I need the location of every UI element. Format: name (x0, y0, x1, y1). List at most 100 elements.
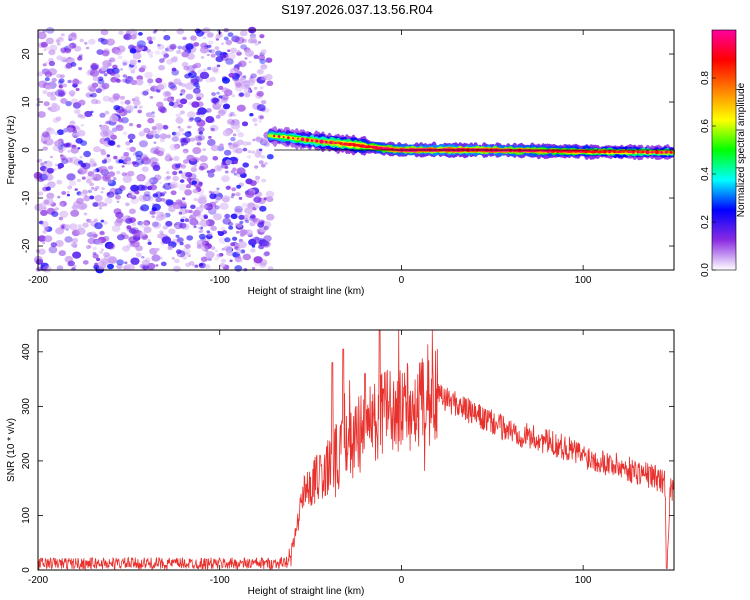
noise-blob (91, 62, 96, 67)
noise-blob (155, 247, 160, 252)
noise-blob (181, 83, 187, 88)
noise-blob (103, 158, 108, 162)
noise-blob (253, 256, 263, 264)
noise-blob (159, 133, 168, 140)
noise-blob (80, 162, 87, 168)
ridge-peak (645, 150, 650, 155)
noise-blob (198, 126, 205, 133)
noise-blob (260, 49, 267, 54)
noise-blob (53, 168, 57, 171)
noise-blob (258, 226, 267, 233)
noise-blob (69, 223, 78, 231)
noise-blob (50, 242, 57, 248)
ridge-peak (617, 150, 621, 154)
noise-blob (149, 54, 154, 58)
noise-blob (170, 96, 174, 100)
noise-blob (215, 50, 223, 56)
noise-blob (244, 92, 251, 98)
noise-blob (170, 190, 177, 196)
noise-blob (236, 129, 240, 133)
noise-blob (99, 242, 103, 246)
noise-blob (125, 79, 131, 84)
figure-title: S197.2026.037.13.56.R04 (281, 2, 433, 17)
noise-blob (190, 35, 197, 41)
noise-blob (210, 246, 216, 251)
noise-blob (185, 93, 194, 100)
ridge-peak (300, 137, 305, 142)
noise-blob (137, 221, 143, 226)
noise-blob (59, 37, 63, 40)
noise-blob (222, 77, 230, 84)
noise-blob (178, 211, 183, 215)
noise-blob (59, 202, 65, 206)
noise-blob (49, 155, 54, 159)
noise-blob (242, 75, 247, 79)
ridge-peak (561, 150, 564, 153)
noise-blob (224, 213, 231, 219)
noise-blob (123, 151, 130, 157)
noise-blob (225, 185, 231, 190)
noise-blob (68, 33, 77, 41)
noise-blob (180, 202, 188, 208)
noise-blob (248, 212, 252, 216)
noise-blob (150, 85, 159, 92)
noise-blob (153, 141, 157, 144)
noise-blob (147, 178, 154, 184)
noise-blob (43, 48, 47, 51)
noise-blob (91, 92, 97, 98)
noise-blob (155, 122, 163, 130)
noise-blob (196, 141, 202, 146)
noise-blob (75, 87, 80, 92)
colorbar-label: Normalized spectral amplitude (736, 82, 747, 217)
ridge-peak (518, 148, 522, 153)
noise-blob (111, 225, 121, 232)
noise-blob (59, 74, 65, 79)
noise-blob (168, 228, 176, 235)
noise-blob (188, 125, 193, 129)
ridge-peak (329, 141, 333, 145)
noise-blob (190, 75, 200, 84)
noise-blob (57, 88, 65, 94)
noise-blob (92, 253, 99, 259)
noise-blob (248, 60, 252, 64)
noise-blob (183, 150, 188, 154)
noise-blob (143, 220, 151, 226)
noise-blob (95, 88, 102, 94)
noise-blob (136, 174, 146, 182)
noise-blob (37, 31, 47, 40)
ridge-peak (381, 147, 384, 150)
noise-blob (196, 239, 206, 247)
noise-blob (209, 124, 219, 132)
noise-blob (220, 227, 226, 231)
noise-blob (43, 207, 47, 210)
noise-blob (125, 217, 133, 224)
noise-blob (116, 234, 125, 241)
noise-blob (169, 181, 179, 189)
noise-blob (237, 62, 243, 67)
noise-blob (130, 69, 136, 74)
noise-blob (256, 68, 264, 75)
noise-blob (130, 184, 139, 192)
noise-blob (189, 214, 197, 221)
noise-blob (214, 257, 219, 261)
noise-blob (137, 59, 141, 63)
noise-blob (236, 184, 242, 189)
noise-blob (234, 265, 243, 272)
noise-blob (44, 46, 50, 51)
noise-blob (133, 99, 141, 106)
noise-blob (256, 90, 264, 97)
noise-blob (147, 117, 155, 124)
noise-blob (39, 173, 48, 181)
noise-blob (120, 117, 129, 124)
noise-blob (182, 36, 187, 41)
spectrogram-ridge (267, 126, 675, 161)
noise-blob (139, 105, 143, 109)
noise-blob (92, 202, 99, 207)
noise-blob (119, 95, 126, 100)
noise-blob (89, 195, 95, 200)
noise-blob (151, 215, 155, 219)
noise-blob (130, 34, 137, 40)
noise-blob (61, 158, 69, 165)
noise-blob (107, 140, 114, 146)
